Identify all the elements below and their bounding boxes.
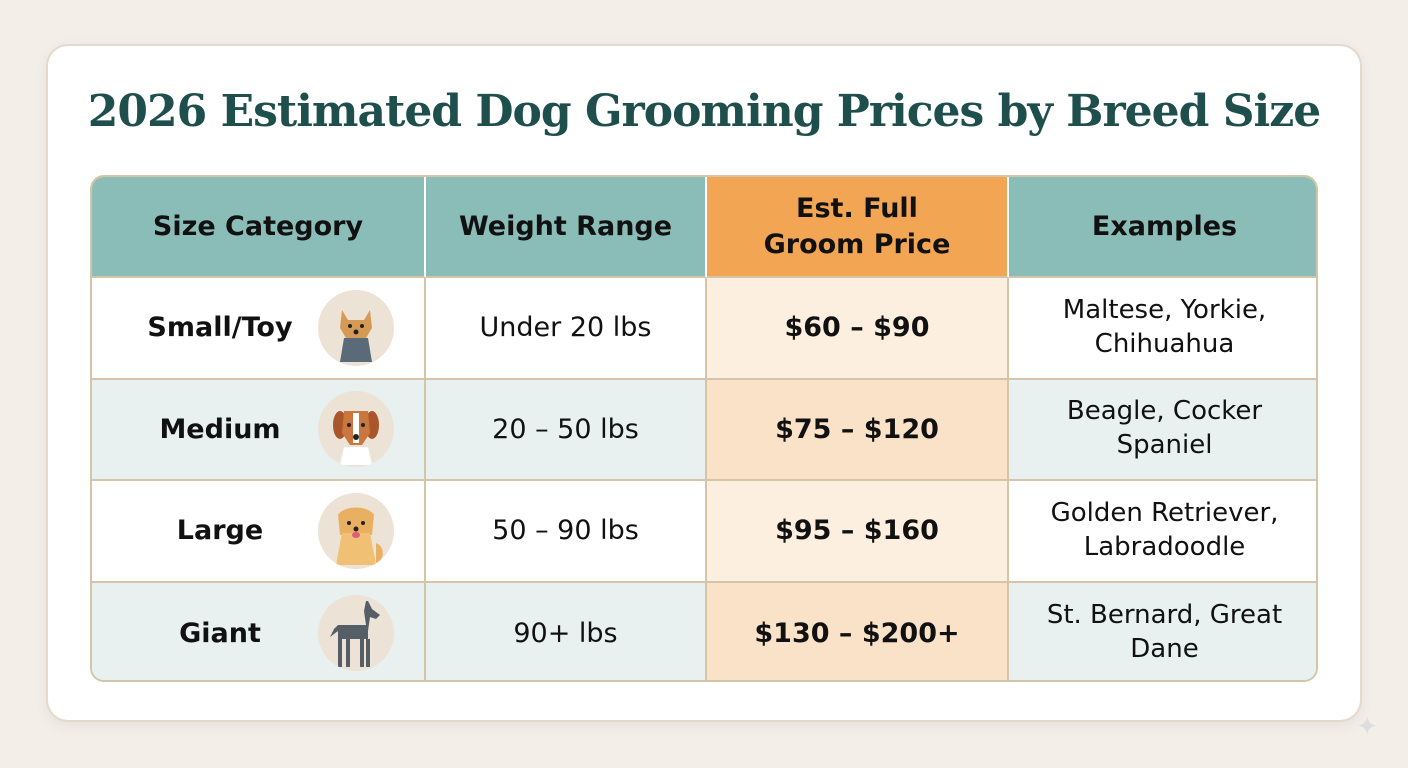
header-size: Size Category [92,177,426,278]
yorkie-icon [318,289,394,366]
size-cell: Large [92,481,426,583]
size-label: Medium [159,413,281,445]
great-dane-icon [318,595,394,672]
weight-cell: 20 – 50 lbs [426,379,707,481]
weight-cell: 50 – 90 lbs [426,481,707,583]
examples-cell: Golden Retriever, Labradoodle [1009,481,1316,583]
price-cell: $75 – $120 [707,379,1009,481]
size-cell: Giant [92,582,426,680]
header-price-label: Est. Full Groom Price [763,193,951,260]
header-examples: Examples [1009,177,1316,278]
examples-label: St. Bernard, Great Dane [1046,600,1283,665]
size-cell: Medium [92,379,426,481]
examples-label: Maltese, Yorkie, Chihuahua [1062,294,1267,359]
size-label: Small/Toy [147,312,293,344]
price-table: Size Category Weight Range Est. Full Gro… [90,175,1318,682]
page-title: 2026 Estimated Dog Grooming Prices by Br… [87,86,1321,137]
size-label: Giant [179,617,261,649]
size-cell: Small/Toy [92,278,426,380]
examples-cell: Maltese, Yorkie, Chihuahua [1009,278,1316,380]
examples-label: Golden Retriever, Labradoodle [1050,497,1279,562]
price-cell: $60 – $90 [707,278,1009,380]
price-cell: $95 – $160 [707,481,1009,583]
header-weight: Weight Range [426,177,707,278]
weight-cell: Under 20 lbs [426,278,707,380]
price-cell: $130 – $200+ [707,582,1009,680]
golden-retriever-icon [318,492,394,569]
examples-cell: Beagle, Cocker Spaniel [1009,379,1316,481]
weight-cell: 90+ lbs [426,582,707,680]
header-price: Est. Full Groom Price [707,177,1009,278]
size-label: Large [176,515,264,547]
examples-label: Beagle, Cocker Spaniel [1066,396,1263,461]
sparkle-icon: ✦ [1356,712,1378,742]
beagle-icon [318,391,394,468]
examples-cell: St. Bernard, Great Dane [1009,582,1316,680]
